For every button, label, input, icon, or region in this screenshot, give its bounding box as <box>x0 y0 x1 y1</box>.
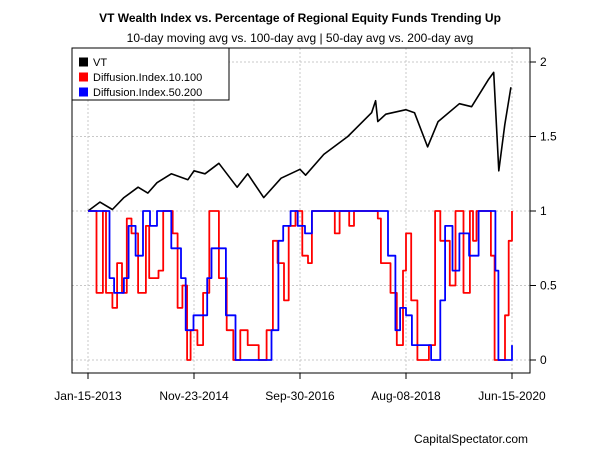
legend: VT Diffusion.Index.10.100 Diffusion.Index.… <box>71 47 230 101</box>
chart-subtitle: 10-day moving avg vs. 100-day avg | 50-d… <box>127 31 474 45</box>
legend-box <box>71 47 230 101</box>
y-tick-label: 1 <box>540 204 547 218</box>
y-tick-label: 0.5 <box>540 279 557 293</box>
series-line-diffusion-index-50-200 <box>88 210 513 361</box>
x-tick-label: Aug-08-2018 <box>371 389 441 403</box>
y-tick-label: 1.5 <box>540 130 557 144</box>
x-tick-label: Nov-23-2014 <box>159 389 229 403</box>
legend-label: VT <box>93 57 107 69</box>
credit-text: CapitalSpectator.com <box>414 432 528 446</box>
y-tick-label: 2 <box>540 55 547 69</box>
chart-title: VT Wealth Index vs. Percentage of Region… <box>99 11 501 25</box>
x-tick-label: Jan-15-2013 <box>54 389 122 403</box>
plot-series <box>87 71 513 361</box>
x-tick-label: Sep-30-2016 <box>265 389 335 403</box>
y-axis: 0 0.5 1 1.5 2 <box>530 55 557 367</box>
legend-label: Diffusion.Index.10.100 <box>93 72 202 84</box>
legend-label: Diffusion.Index.50.200 <box>93 87 202 99</box>
x-tick-label: Jun-15-2020 <box>478 389 546 403</box>
legend-swatch <box>79 87 88 97</box>
series-line-vt <box>87 71 512 212</box>
y-tick-label: 0 <box>540 353 547 367</box>
x-axis: Jan-15-2013 Nov-23-2014 Sep-30-2016 Aug-08-… <box>54 373 546 403</box>
legend-swatch <box>79 57 88 67</box>
series-line-diffusion-index-10-100 <box>88 210 513 361</box>
legend-swatch <box>79 72 88 82</box>
